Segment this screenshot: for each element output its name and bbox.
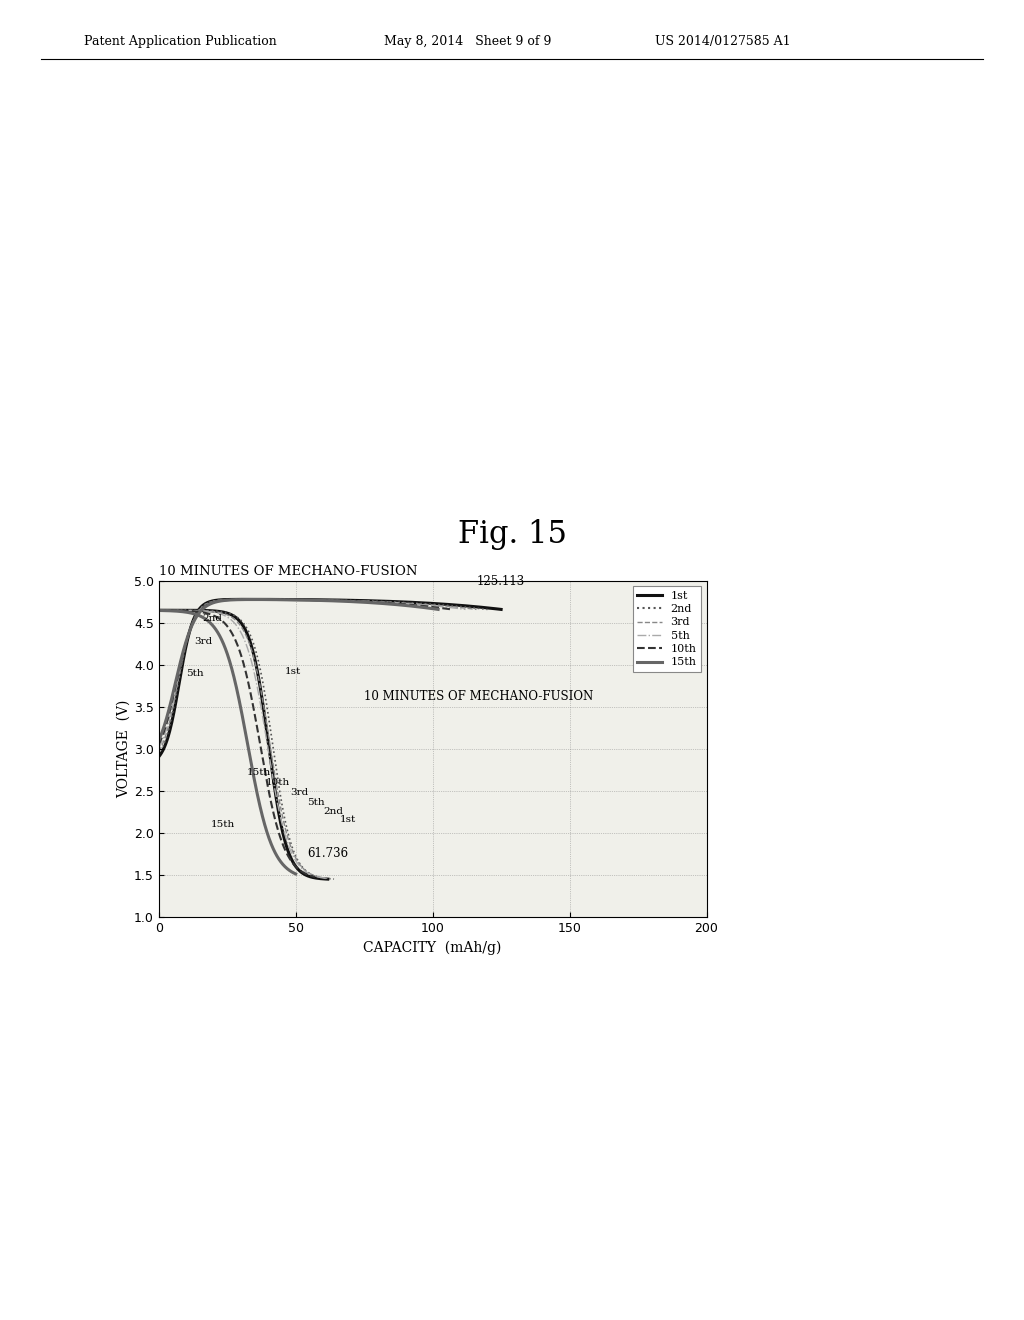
Text: 15th: 15th: [247, 768, 270, 777]
Text: 2nd: 2nd: [324, 807, 343, 816]
Text: 61.736: 61.736: [307, 847, 348, 861]
Text: 10 MINUTES OF MECHANO-FUSION: 10 MINUTES OF MECHANO-FUSION: [365, 690, 594, 704]
Legend: 1st, 2nd, 3rd, 5th, 10th, 15th: 1st, 2nd, 3rd, 5th, 10th, 15th: [633, 586, 701, 672]
Y-axis label: VOLTAGE  (V): VOLTAGE (V): [117, 700, 131, 799]
Text: 3rd: 3rd: [195, 636, 213, 645]
X-axis label: CAPACITY  (mAh/g): CAPACITY (mAh/g): [364, 941, 502, 956]
Text: 125.113: 125.113: [477, 574, 525, 587]
Text: US 2014/0127585 A1: US 2014/0127585 A1: [655, 34, 791, 48]
Text: 10 MINUTES OF MECHANO-FUSION: 10 MINUTES OF MECHANO-FUSION: [159, 565, 417, 578]
Text: 2nd: 2nd: [203, 614, 222, 623]
Text: 10th: 10th: [265, 779, 290, 787]
Text: 15th: 15th: [211, 820, 236, 829]
Text: 5th: 5th: [306, 799, 325, 808]
Text: 1st: 1st: [340, 816, 355, 824]
Text: Fig. 15: Fig. 15: [458, 519, 566, 550]
Text: 3rd: 3rd: [290, 788, 308, 797]
Text: Patent Application Publication: Patent Application Publication: [84, 34, 276, 48]
Text: 5th: 5th: [186, 669, 204, 678]
Text: May 8, 2014   Sheet 9 of 9: May 8, 2014 Sheet 9 of 9: [384, 34, 551, 48]
Text: 1st: 1st: [285, 667, 301, 676]
